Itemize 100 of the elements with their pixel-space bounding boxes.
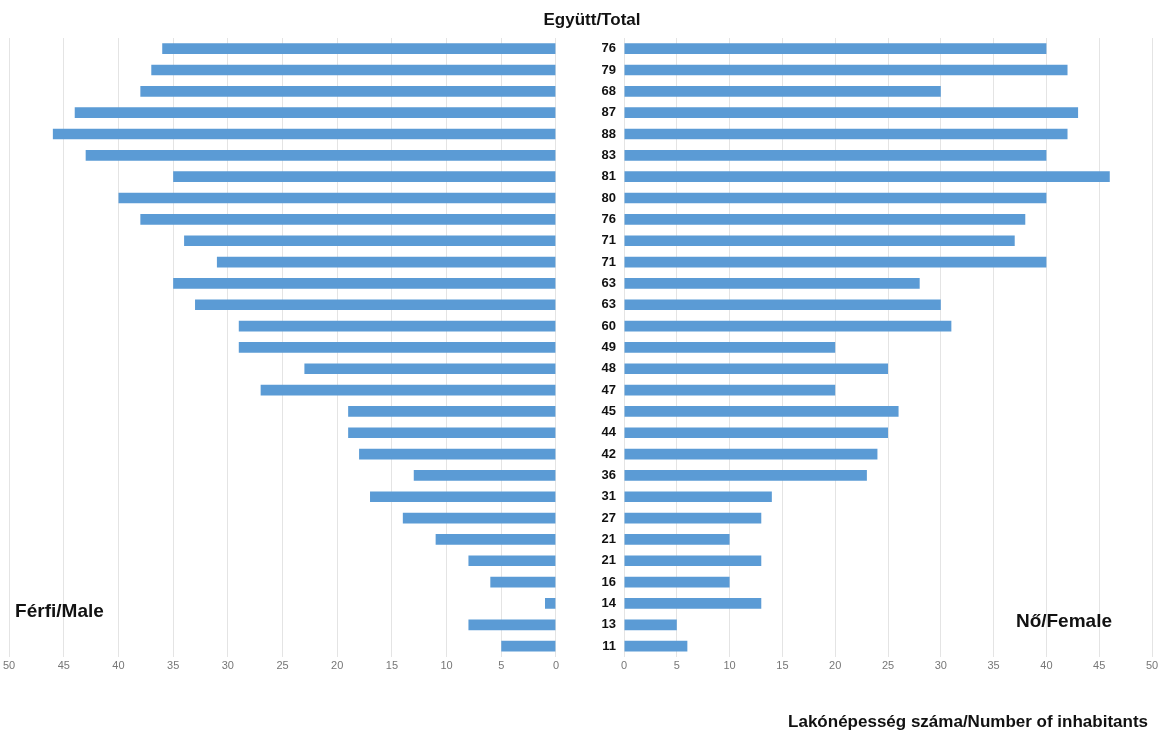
bar: [359, 448, 556, 460]
y-tick-label: 76: [601, 210, 616, 226]
bar: [173, 278, 556, 289]
bar: [624, 363, 888, 375]
x-axis-title: Lakónépesség száma/Number of inhabitants: [788, 711, 1148, 731]
y-tick-label: 16: [601, 573, 616, 589]
bar: [545, 598, 556, 609]
bar: [624, 320, 952, 332]
y-tick-label: 87: [601, 104, 616, 120]
x-tick-label: 50: [1145, 659, 1159, 672]
x-tick-label: 15: [776, 659, 789, 672]
bar: [216, 256, 556, 268]
bar: [413, 470, 556, 481]
bar: [140, 214, 556, 225]
x-tick-label: 0: [552, 659, 559, 672]
x-tick-label: 5: [673, 659, 680, 672]
y-tick-label: 60: [601, 317, 616, 333]
bar: [490, 576, 556, 588]
text: Nő/Female: [1015, 610, 1112, 632]
y-tick-label: 68: [601, 82, 616, 98]
bar: [162, 43, 556, 54]
x-tick-label: 10: [440, 659, 453, 672]
bar: [624, 214, 1026, 225]
y-tick-label: 81: [601, 168, 616, 184]
y-tick-label: 27: [601, 509, 616, 525]
bar: [151, 64, 556, 76]
bar: [624, 86, 941, 97]
y-tick-label: 63: [601, 296, 616, 312]
x-tick-label: 10: [723, 659, 736, 672]
y-tick-label: 83: [601, 146, 616, 162]
bar: [624, 171, 1110, 183]
y-tick-label: 49: [601, 338, 616, 354]
x-tick-label: 20: [829, 659, 842, 672]
bar: [140, 86, 556, 97]
y-tick-label: 47: [601, 381, 616, 397]
bar: [624, 619, 677, 631]
x-tick-label: 20: [331, 659, 344, 672]
bar: [402, 512, 556, 524]
y-tick-label: 79: [601, 61, 616, 77]
y-tick-label: 48: [601, 360, 616, 376]
bar: [624, 534, 730, 545]
x-tick-label: 45: [1093, 659, 1106, 672]
y-tick-label: 36: [601, 467, 616, 483]
bar: [624, 192, 1047, 204]
bar: [348, 406, 556, 417]
bar: [624, 64, 1068, 76]
bar: [624, 427, 888, 439]
bar: [85, 150, 556, 161]
bar: [624, 640, 688, 652]
bar: [624, 448, 878, 460]
x-tick-label: 40: [1040, 659, 1053, 672]
x-tick-label: 0: [620, 659, 628, 672]
y-tick-label: 63: [601, 274, 616, 290]
y-tick-label: 31: [601, 488, 616, 504]
bar: [624, 43, 1047, 54]
y-tick-label: 11: [602, 637, 616, 653]
bar: [52, 128, 556, 140]
text: Férfi/Male: [15, 600, 104, 622]
bar: [435, 534, 556, 545]
y-tick-label: 14: [601, 595, 617, 611]
bar: [370, 491, 556, 503]
x-tick-label: 35: [167, 659, 180, 672]
bar: [173, 171, 556, 183]
bar: [624, 235, 1015, 247]
bar: [238, 320, 556, 332]
y-tick-label: 80: [601, 189, 616, 205]
bar: [624, 342, 836, 353]
bar: [624, 150, 1047, 161]
bar: [624, 555, 762, 567]
x-tick-label: 5: [498, 659, 505, 672]
bar: [624, 107, 1079, 119]
bar: [624, 256, 1047, 268]
bar: [348, 427, 556, 439]
bar: [624, 491, 772, 503]
bar: [74, 107, 556, 119]
y-tick-label: 71: [601, 253, 616, 269]
y-tick-label: 13: [601, 616, 616, 632]
bar: [184, 235, 556, 247]
bar: [118, 192, 556, 204]
bar: [624, 512, 762, 524]
y-tick-label: 71: [601, 232, 616, 248]
bar: [468, 555, 556, 567]
x-tick-label: 40: [112, 659, 125, 672]
bar: [501, 640, 556, 652]
y-tick-label: 45: [601, 402, 616, 418]
x-tick-label: 35: [987, 659, 1000, 672]
y-tick-label: 44: [601, 424, 617, 440]
y-tick-label: 88: [601, 125, 616, 141]
bar: [624, 128, 1068, 140]
bar: [624, 278, 920, 289]
bar: [195, 299, 556, 311]
y-tick-label: 42: [601, 445, 616, 461]
bar: [624, 406, 899, 417]
x-tick-label: 15: [385, 659, 399, 672]
x-tick-label: 30: [221, 659, 234, 672]
bar: [624, 598, 762, 609]
x-tick-label: 25: [276, 659, 289, 672]
x-tick-label: 30: [934, 659, 947, 672]
bar: [624, 384, 836, 396]
bar: [304, 363, 556, 375]
